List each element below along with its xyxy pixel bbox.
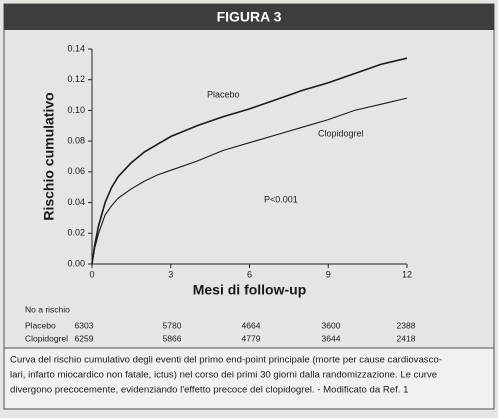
x-axis-title: Mesi di follow-up	[193, 282, 307, 298]
x-tick-label: 3	[168, 269, 173, 279]
risk-row-label: Placebo	[25, 320, 56, 330]
risk-count: 2418	[397, 333, 416, 343]
y-tick-label: 0.08	[67, 136, 85, 146]
x-tick-label: 0	[89, 269, 94, 279]
x-tick-label: 9	[326, 269, 331, 279]
series-line	[91, 57, 408, 265]
y-axis-title: Rischio cumulativo	[41, 92, 57, 220]
risk-count: 5780	[163, 320, 182, 330]
caption-box	[5, 349, 493, 408]
y-tick-label: 0.10	[67, 105, 85, 115]
risk-count: 4779	[242, 333, 261, 343]
risk-count: 6303	[75, 320, 94, 330]
series-label: Clopidogrel	[318, 128, 364, 138]
header-bar	[4, 4, 494, 30]
x-tick-label: 6	[247, 269, 252, 279]
caption-line: lari, infarto miocardico non fatale, ict…	[10, 370, 437, 381]
caption-line: Curva del rischio cumulativo degli event…	[10, 355, 442, 366]
y-tick-label: 0.00	[67, 258, 85, 268]
y-tick-label: 0.12	[67, 74, 85, 84]
risk-count: 5866	[163, 333, 182, 343]
series-label: Placebo	[207, 89, 240, 99]
y-tick-label: 0.14	[67, 43, 85, 53]
risk-count: 4664	[242, 320, 261, 330]
risk-count: 3600	[322, 320, 341, 330]
annotation: P<0.001	[264, 194, 298, 204]
risk-count: 2388	[397, 320, 416, 330]
x-tick-label: 12	[402, 269, 412, 279]
risk-count: 3644	[322, 333, 341, 343]
y-tick-label: 0.06	[67, 166, 85, 176]
series-line	[91, 97, 408, 265]
y-tick-label: 0.04	[67, 197, 85, 207]
caption-line: divergono precocemente, evidenziando l'e…	[10, 385, 408, 396]
risk-count: 6259	[75, 333, 94, 343]
risk-table-title: No a rischio	[25, 304, 70, 314]
y-tick-label: 0.02	[67, 228, 85, 238]
risk-row-label: Clopidogrel	[25, 333, 68, 343]
header-title: FIGURA 3	[217, 9, 282, 25]
